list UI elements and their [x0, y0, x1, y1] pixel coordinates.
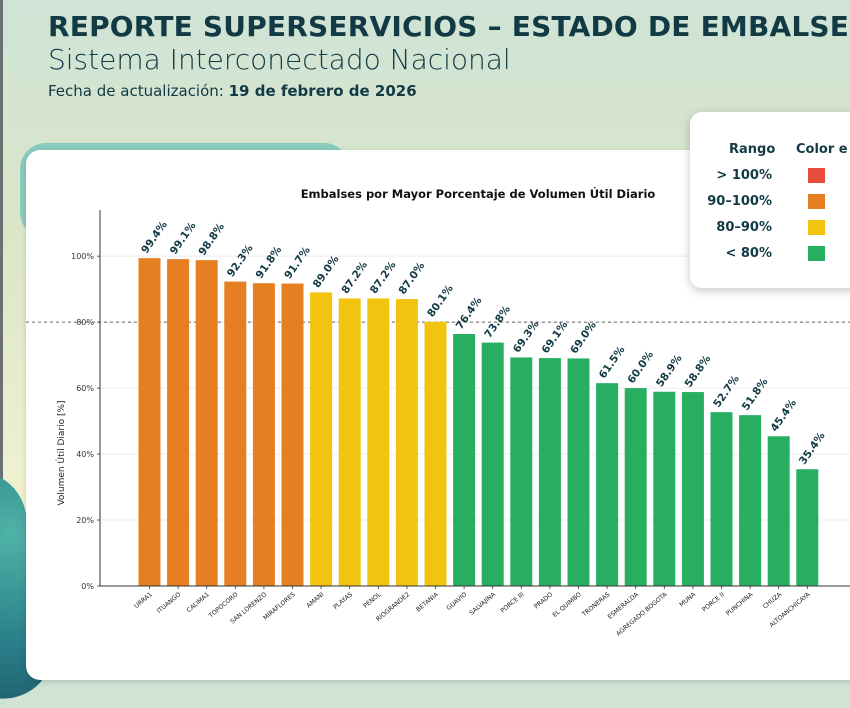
- bar: [424, 321, 447, 586]
- x-tick-label: PUNCHINA: [725, 591, 755, 618]
- bar: [367, 298, 390, 586]
- bar-value-label: 89.0%: [311, 253, 342, 290]
- bar: [739, 415, 762, 586]
- x-tick-label: EL QUIMBO: [552, 591, 583, 619]
- page-title: REPORTE SUPERSERVICIOS – ESTADO DE EMBAL…: [48, 10, 850, 43]
- update-date-value: 19 de febrero de 2026: [228, 82, 417, 100]
- bar: [567, 358, 590, 586]
- legend-range-3: 80–90%: [716, 220, 772, 235]
- legend-range-2: 90–100%: [707, 194, 772, 209]
- axes: [97, 210, 850, 589]
- x-tick-label: PENOL: [362, 591, 383, 610]
- bar-value-label: 69.0%: [568, 319, 599, 356]
- bar: [538, 358, 561, 586]
- update-date-label: Fecha de actualización:: [48, 82, 224, 100]
- bar-value-label: 92.3%: [225, 242, 256, 279]
- x-tick-label: GUAVIO: [445, 591, 468, 612]
- bar-value-label: 69.3%: [511, 318, 542, 355]
- bar: [310, 292, 333, 586]
- bar: [338, 298, 361, 586]
- bar-value-label: 87.2%: [368, 259, 399, 296]
- bar: [195, 260, 218, 586]
- bar-value-label: 99.1%: [168, 220, 199, 257]
- window-edge: [0, 0, 3, 664]
- page-subtitle: Sistema Interconectado Nacional: [48, 43, 511, 76]
- x-tick-label: MUNA: [678, 591, 697, 609]
- bar-value-label: 45.4%: [768, 397, 799, 434]
- report-header: REPORTE SUPERSERVICIOS – ESTADO DE EMBAL…: [48, 10, 850, 100]
- y-tick-label: 40%: [76, 450, 94, 459]
- y-tick-labels: 0% 20% 40% 60% 80% 100%: [71, 252, 94, 591]
- bar-value-label: 87.2%: [339, 259, 370, 296]
- bar: [252, 283, 275, 586]
- legend-swatch-orange: [808, 194, 825, 209]
- bar-value-label: 58.9%: [654, 352, 685, 389]
- bar-value-label: 76.4%: [454, 295, 485, 332]
- bar: [395, 299, 418, 586]
- bar: [681, 392, 704, 586]
- legend-range-1: > 100%: [716, 168, 772, 183]
- bar-value-label: 91.7%: [282, 244, 313, 281]
- x-tick-label: CHUZA: [762, 591, 784, 611]
- bar: [481, 342, 504, 586]
- bar: [767, 436, 790, 586]
- bar: [796, 469, 819, 586]
- bar-value-label: 80.1%: [425, 282, 456, 319]
- bar-value-label: 58.8%: [683, 353, 714, 390]
- chart-title: Embalses por Mayor Porcentaje de Volumen…: [301, 186, 656, 201]
- bar-value-label: 87.0%: [397, 260, 428, 297]
- legend-panel: Rango Color e > 100% 90–100% 80–90% < 80…: [690, 112, 850, 288]
- x-tick-label: PORCE II: [701, 591, 726, 613]
- bar: [281, 283, 304, 586]
- x-tick-label: CALIMA1: [186, 591, 211, 614]
- bar: [653, 391, 676, 586]
- legend-range-4: < 80%: [725, 246, 772, 261]
- x-tick-label: AGREGADO BOGOTA: [615, 591, 669, 638]
- bar-chart: Embalses por Mayor Porcentaje de Volumen…: [0, 186, 850, 638]
- bar-value-label: 99.4%: [139, 219, 170, 256]
- bar: [453, 334, 476, 586]
- bar-value-label: 61.5%: [597, 344, 628, 381]
- bar: [167, 259, 190, 586]
- bar: [596, 383, 619, 586]
- y-tick-label: 20%: [76, 516, 94, 525]
- bar: [138, 258, 161, 586]
- x-tick-label: PRADO: [533, 591, 554, 610]
- bar-value-label: 51.8%: [740, 376, 771, 413]
- x-tick-label: PLAYAS: [332, 591, 354, 611]
- legend-color-header: Color e: [796, 142, 848, 157]
- bar: [624, 388, 647, 586]
- bar: [224, 281, 247, 586]
- bar-value-label: 52.7%: [711, 373, 742, 410]
- bar-value-label: 60.0%: [625, 349, 656, 386]
- x-tick-label: ITUANGO: [156, 591, 183, 615]
- x-tick-label: AMANI: [305, 591, 325, 609]
- x-tick-label: BETANIA: [415, 591, 440, 614]
- y-tick-label: 60%: [76, 384, 94, 393]
- x-tick-label: PORCE III: [499, 591, 525, 615]
- y-tick-label: 100%: [71, 252, 94, 261]
- x-tick-label: SALVAJINA: [468, 591, 497, 617]
- y-tick-label: 80%: [76, 318, 94, 327]
- bar-value-label: 98.8%: [196, 221, 227, 258]
- x-tick-label: URRA1: [133, 591, 154, 610]
- bar-value-label: 91.8%: [254, 244, 285, 281]
- update-date: Fecha de actualización: 19 de febrero de…: [48, 82, 850, 100]
- y-axis-label: Volumen Útil Diario [%]: [55, 400, 67, 505]
- legend-swatch-red: [808, 168, 825, 183]
- legend-range-header: Rango: [729, 142, 776, 157]
- legend-swatch-green: [808, 246, 825, 261]
- legend-swatch-yellow: [808, 220, 825, 235]
- bar: [510, 357, 533, 586]
- bar-value-label: 69.1%: [540, 319, 571, 356]
- bars: [138, 258, 819, 586]
- bar: [710, 412, 733, 586]
- bar-value-label: 35.4%: [797, 430, 828, 467]
- y-tick-label: 0%: [81, 582, 94, 591]
